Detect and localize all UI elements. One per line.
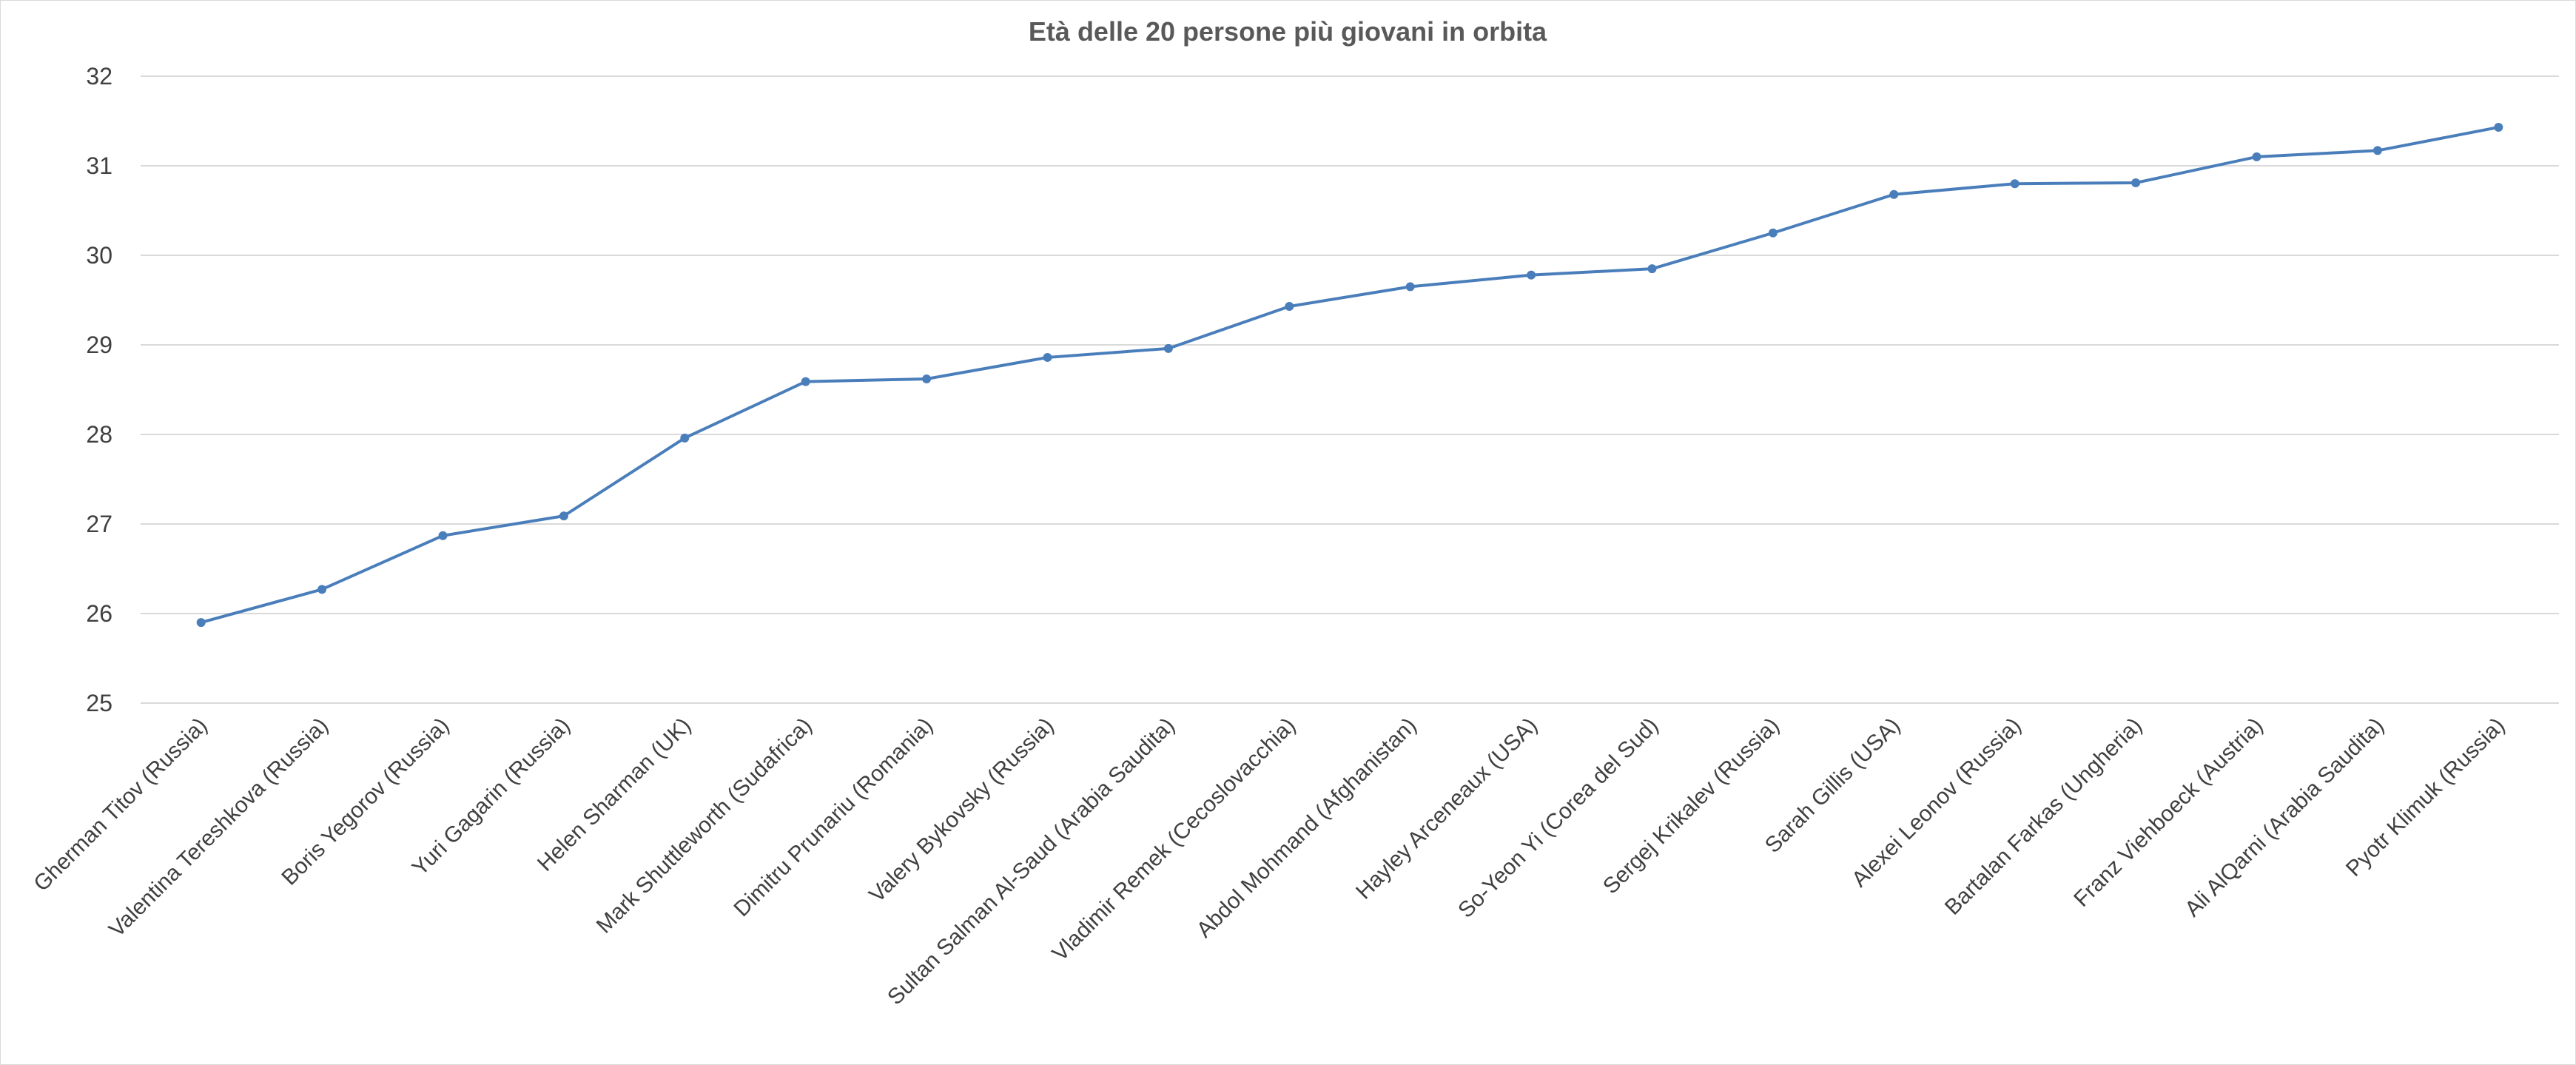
data-point bbox=[1405, 282, 1415, 292]
data-point bbox=[1163, 343, 1173, 353]
data-point bbox=[801, 377, 810, 386]
chart-title: Età delle 20 persone più giovani in orbi… bbox=[1029, 16, 1547, 47]
data-point bbox=[2131, 178, 2141, 187]
data-point bbox=[1889, 189, 1899, 199]
y-tick-label: 30 bbox=[86, 242, 112, 269]
y-tick-label: 32 bbox=[86, 63, 112, 90]
y-tick-label: 31 bbox=[86, 152, 112, 179]
data-point bbox=[922, 374, 932, 383]
data-point bbox=[196, 618, 206, 628]
data-point bbox=[1043, 352, 1052, 362]
data-point bbox=[2010, 179, 2020, 189]
data-point bbox=[2372, 146, 2382, 155]
data-point bbox=[2252, 152, 2261, 161]
y-tick-label: 28 bbox=[86, 421, 112, 448]
y-axis-ticks: 25 26 27 28 29 30 31 32 bbox=[86, 63, 112, 716]
y-tick-label: 27 bbox=[86, 511, 112, 537]
data-point bbox=[1768, 228, 1778, 238]
data-point bbox=[317, 585, 327, 594]
y-tick-label: 25 bbox=[86, 690, 112, 716]
data-point bbox=[1285, 301, 1294, 311]
data-point bbox=[680, 433, 690, 443]
data-point bbox=[1527, 270, 1536, 280]
data-point bbox=[2494, 122, 2503, 132]
series-line bbox=[201, 126, 2499, 625]
series-layer bbox=[196, 122, 2503, 628]
y-tick-label: 26 bbox=[86, 600, 112, 627]
data-point bbox=[559, 511, 568, 521]
data-point bbox=[438, 531, 448, 540]
gridlines bbox=[141, 75, 2559, 704]
y-tick-label: 29 bbox=[86, 332, 112, 358]
data-point bbox=[1647, 264, 1657, 274]
